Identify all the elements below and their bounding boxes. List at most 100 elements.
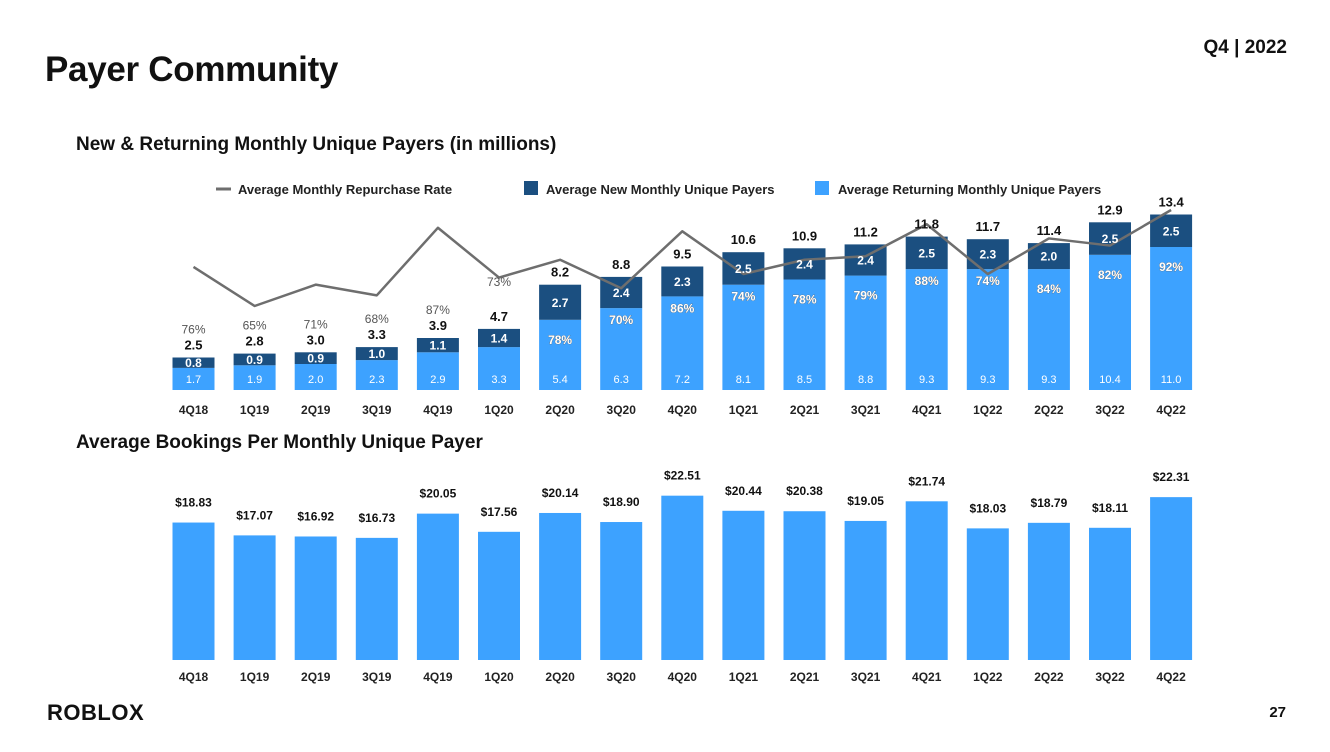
legend-swatch-returning-payers: [815, 181, 829, 195]
payers-chart-title: New & Returning Monthly Unique Payers (i…: [76, 134, 557, 155]
repurchase-rate-label: 70%: [609, 313, 633, 327]
x-tick-label: 2Q22: [1034, 670, 1064, 684]
returning-bar-3q22: [1089, 254, 1131, 390]
returning-value-label: 11.0: [1161, 374, 1182, 386]
x-tick-label: 1Q21: [729, 670, 759, 684]
bookings-bar-3q21: [844, 520, 887, 660]
bookings-chart: $18.83 $17.07 $16.92 $16.73 $20.05 $17.56 $20.…: [172, 469, 1193, 684]
x-tick-label: 4Q19: [423, 403, 453, 417]
x-tick-label: 2Q20: [545, 403, 575, 417]
x-tick-label: 4Q20: [668, 403, 698, 417]
payers-bars: [172, 214, 1193, 390]
returning-value-label: 9.3: [1041, 374, 1056, 386]
returning-value-label: 6.3: [614, 374, 629, 386]
new-value-label: 2.5: [1102, 232, 1119, 246]
repurchase-rate-label: 65%: [243, 319, 267, 333]
repurchase-rate-polyline: [192, 208, 1172, 308]
total-value-label: 10.6: [731, 232, 756, 247]
x-tick-label: 4Q21: [912, 670, 942, 684]
bookings-bar-2q21: [783, 511, 826, 660]
bookings-bar-4q22: [1150, 497, 1193, 660]
bookings-value-label: $16.73: [358, 511, 395, 525]
returning-bar-3q19: [355, 360, 398, 390]
returning-value-label: 8.5: [797, 374, 812, 386]
returning-value-label: 9.3: [919, 374, 934, 386]
total-value-label: 13.4: [1158, 195, 1184, 210]
repurchase-rate-label: 74%: [731, 290, 755, 304]
page-number: 27: [1269, 704, 1286, 721]
x-tick-label: 1Q20: [484, 403, 514, 417]
x-tick-label: 4Q22: [1156, 403, 1186, 417]
returning-value-label: 2.0: [308, 374, 323, 386]
bookings-labels: $18.83 $17.07 $16.92 $16.73 $20.05 $17.56 $20.…: [175, 469, 1190, 525]
returning-value-label: 8.1: [736, 374, 751, 386]
x-tick-label: 4Q18: [179, 670, 209, 684]
new-value-label: 2.3: [674, 275, 691, 289]
x-tick-label: 1Q22: [973, 403, 1003, 417]
bookings-bar-2q22: [1027, 522, 1070, 660]
bookings-value-label: $19.05: [847, 494, 884, 508]
returning-value-label: 5.4: [552, 374, 567, 386]
repurchase-rate-label: 74%: [976, 274, 1000, 288]
new-value-label: 2.4: [857, 254, 874, 268]
repurchase-rate-label: 71%: [304, 317, 328, 331]
new-value-label: 2.5: [735, 262, 752, 276]
returning-value-label: 8.8: [858, 374, 873, 386]
repurchase-rate-label: 86%: [670, 301, 694, 315]
x-tick-label: 4Q21: [912, 403, 942, 417]
total-value-label: 2.8: [246, 334, 264, 349]
total-value-label: 11.4: [1037, 223, 1062, 238]
returning-bar-4q19: [416, 352, 459, 390]
returning-value-label: 10.4: [1099, 374, 1120, 386]
payers-chart-legend: Average Monthly Repurchase Rate Average …: [216, 181, 1101, 197]
bookings-bars: [172, 495, 1193, 660]
repurchase-rate-label: 78%: [792, 293, 816, 307]
x-tick-label: 2Q21: [790, 403, 820, 417]
x-tick-label: 4Q18: [179, 403, 209, 417]
x-tick-label: 3Q22: [1095, 403, 1125, 417]
repurchase-rate-label: 84%: [1037, 282, 1061, 296]
bookings-bar-4q20: [661, 495, 704, 660]
x-tick-label: 4Q19: [423, 670, 453, 684]
total-value-label: 12.9: [1097, 202, 1122, 217]
returning-value-label: 2.9: [430, 374, 445, 386]
x-tick-label: 2Q19: [301, 403, 331, 417]
x-tick-label: 2Q19: [301, 670, 331, 684]
bookings-bar-2q20: [539, 512, 582, 660]
total-value-label: 8.8: [612, 257, 630, 272]
new-value-label: 2.4: [796, 257, 813, 271]
total-value-label: 3.3: [368, 327, 386, 342]
repurchase-rate-label: 82%: [1098, 268, 1122, 282]
new-value-label: 1.1: [430, 339, 447, 353]
returning-bar-2q19: [294, 364, 337, 390]
new-bar-2q20: [539, 284, 582, 320]
legend-label-new-payers: Average New Monthly Unique Payers: [546, 182, 775, 197]
x-tick-label: 4Q22: [1156, 670, 1186, 684]
bookings-bar-1q21: [722, 510, 765, 660]
returning-value-label: 1.7: [186, 374, 201, 386]
total-value-label: 10.9: [792, 228, 817, 243]
x-tick-label: 1Q19: [240, 403, 270, 417]
total-value-label: 3.0: [307, 332, 325, 347]
repurchase-rate-label: 87%: [426, 303, 450, 317]
x-tick-label: 3Q22: [1095, 670, 1125, 684]
x-tick-label: 2Q20: [545, 670, 575, 684]
x-tick-label: 1Q20: [484, 670, 514, 684]
bookings-bar-3q19: [355, 537, 398, 660]
total-value-label: 2.5: [184, 338, 202, 353]
returning-value-label: 1.9: [247, 374, 262, 386]
x-tick-label: 3Q19: [362, 670, 392, 684]
bookings-bar-4q21: [905, 501, 948, 660]
returning-bar-4q18: [172, 367, 215, 390]
new-value-label: 2.4: [613, 286, 630, 300]
returning-bar-2q21: [783, 279, 826, 390]
new-value-label: 0.8: [185, 356, 202, 370]
returning-bar-1q21: [722, 284, 765, 390]
roblox-logo: ROBLOX: [47, 700, 145, 725]
returning-bar-3q20: [600, 308, 643, 390]
bookings-value-label: $18.11: [1092, 501, 1128, 515]
bookings-value-label: $18.79: [1031, 496, 1068, 510]
returning-value-label: 3.3: [491, 374, 506, 386]
repurchase-rate-label: 88%: [915, 274, 939, 288]
bookings-value-label: $17.56: [481, 505, 518, 519]
